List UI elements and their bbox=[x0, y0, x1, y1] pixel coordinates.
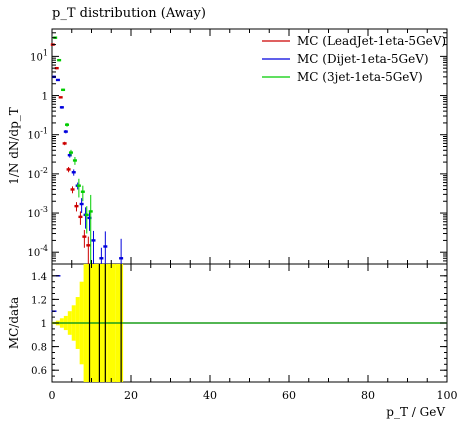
legend-label-dijet: MC (Dijet-1eta-5GeV) bbox=[297, 52, 429, 66]
ratio-y-tick-label: 0.8 bbox=[31, 343, 47, 354]
data-point bbox=[91, 239, 96, 242]
data-point bbox=[62, 142, 67, 145]
x-tick-label: 60 bbox=[282, 389, 296, 402]
ratio-series-layer bbox=[51, 264, 447, 382]
x-tick-label: 0 bbox=[49, 389, 56, 402]
data-point bbox=[88, 210, 93, 213]
y-tick-label: 10-3 bbox=[27, 205, 48, 220]
data-point bbox=[57, 58, 62, 62]
y-tick-label: 1 bbox=[42, 92, 48, 103]
data-point bbox=[65, 123, 70, 126]
y-tick-label: 10-1 bbox=[27, 127, 48, 142]
x-tick-label: 80 bbox=[361, 389, 375, 402]
data-point bbox=[80, 190, 85, 193]
data-point bbox=[70, 188, 75, 191]
y-tick-label: 10-4 bbox=[27, 244, 48, 259]
data-point bbox=[79, 202, 84, 206]
data-point bbox=[67, 153, 72, 157]
ratio-y-axis-label: MC/data bbox=[7, 297, 21, 349]
data-point bbox=[78, 215, 83, 219]
data-point bbox=[103, 245, 108, 248]
data-point bbox=[76, 184, 81, 187]
data-point bbox=[55, 78, 60, 82]
data-point bbox=[119, 257, 124, 260]
data-point bbox=[54, 66, 59, 70]
data-point bbox=[72, 159, 77, 162]
x-tick-label: 40 bbox=[203, 389, 217, 402]
data-point bbox=[66, 168, 71, 171]
x-tick-label: 100 bbox=[437, 389, 458, 402]
ratio-y-tick-label: 1.4 bbox=[31, 272, 47, 283]
data-point bbox=[58, 96, 63, 99]
data-point bbox=[61, 88, 66, 92]
axis-ticks-layer: 0 20 40 60 80 100 101 1 10-1 10-2 10-3 10-4 0.6 0.8 1 1… bbox=[27, 28, 458, 402]
legend-label-leadjet: MC (LeadJet-1eta-5GeV) bbox=[297, 34, 446, 48]
ratio-y-tick-label: 1.2 bbox=[31, 295, 47, 306]
data-point bbox=[63, 130, 68, 133]
data-point bbox=[86, 244, 91, 247]
data-point bbox=[87, 216, 92, 220]
x-axis-label: p_T / GeV bbox=[386, 405, 445, 419]
ratio-y-tick-label: 0.6 bbox=[31, 366, 47, 377]
data-point bbox=[71, 171, 76, 174]
data-point bbox=[59, 106, 64, 109]
y-tick-label: 10-2 bbox=[27, 166, 48, 181]
main-y-axis-label: 1/N dN/dp_T bbox=[7, 107, 21, 185]
legend-label-3jet: MC (3jet-1eta-5GeV) bbox=[297, 70, 423, 84]
ratio-y-tick-label: 1 bbox=[41, 319, 47, 330]
chart-title: p_T distribution (Away) bbox=[52, 6, 206, 21]
y-tick-label: 101 bbox=[30, 48, 48, 63]
data-point bbox=[82, 235, 87, 238]
legend: MC (LeadJet-1eta-5GeV) MC (Dijet-1eta-5G… bbox=[262, 34, 446, 84]
data-point bbox=[74, 204, 79, 208]
x-tick-label: 20 bbox=[124, 389, 138, 402]
data-point bbox=[84, 213, 89, 217]
main-series-layer bbox=[50, 36, 124, 264]
data-point bbox=[99, 257, 104, 260]
data-point bbox=[68, 151, 73, 154]
